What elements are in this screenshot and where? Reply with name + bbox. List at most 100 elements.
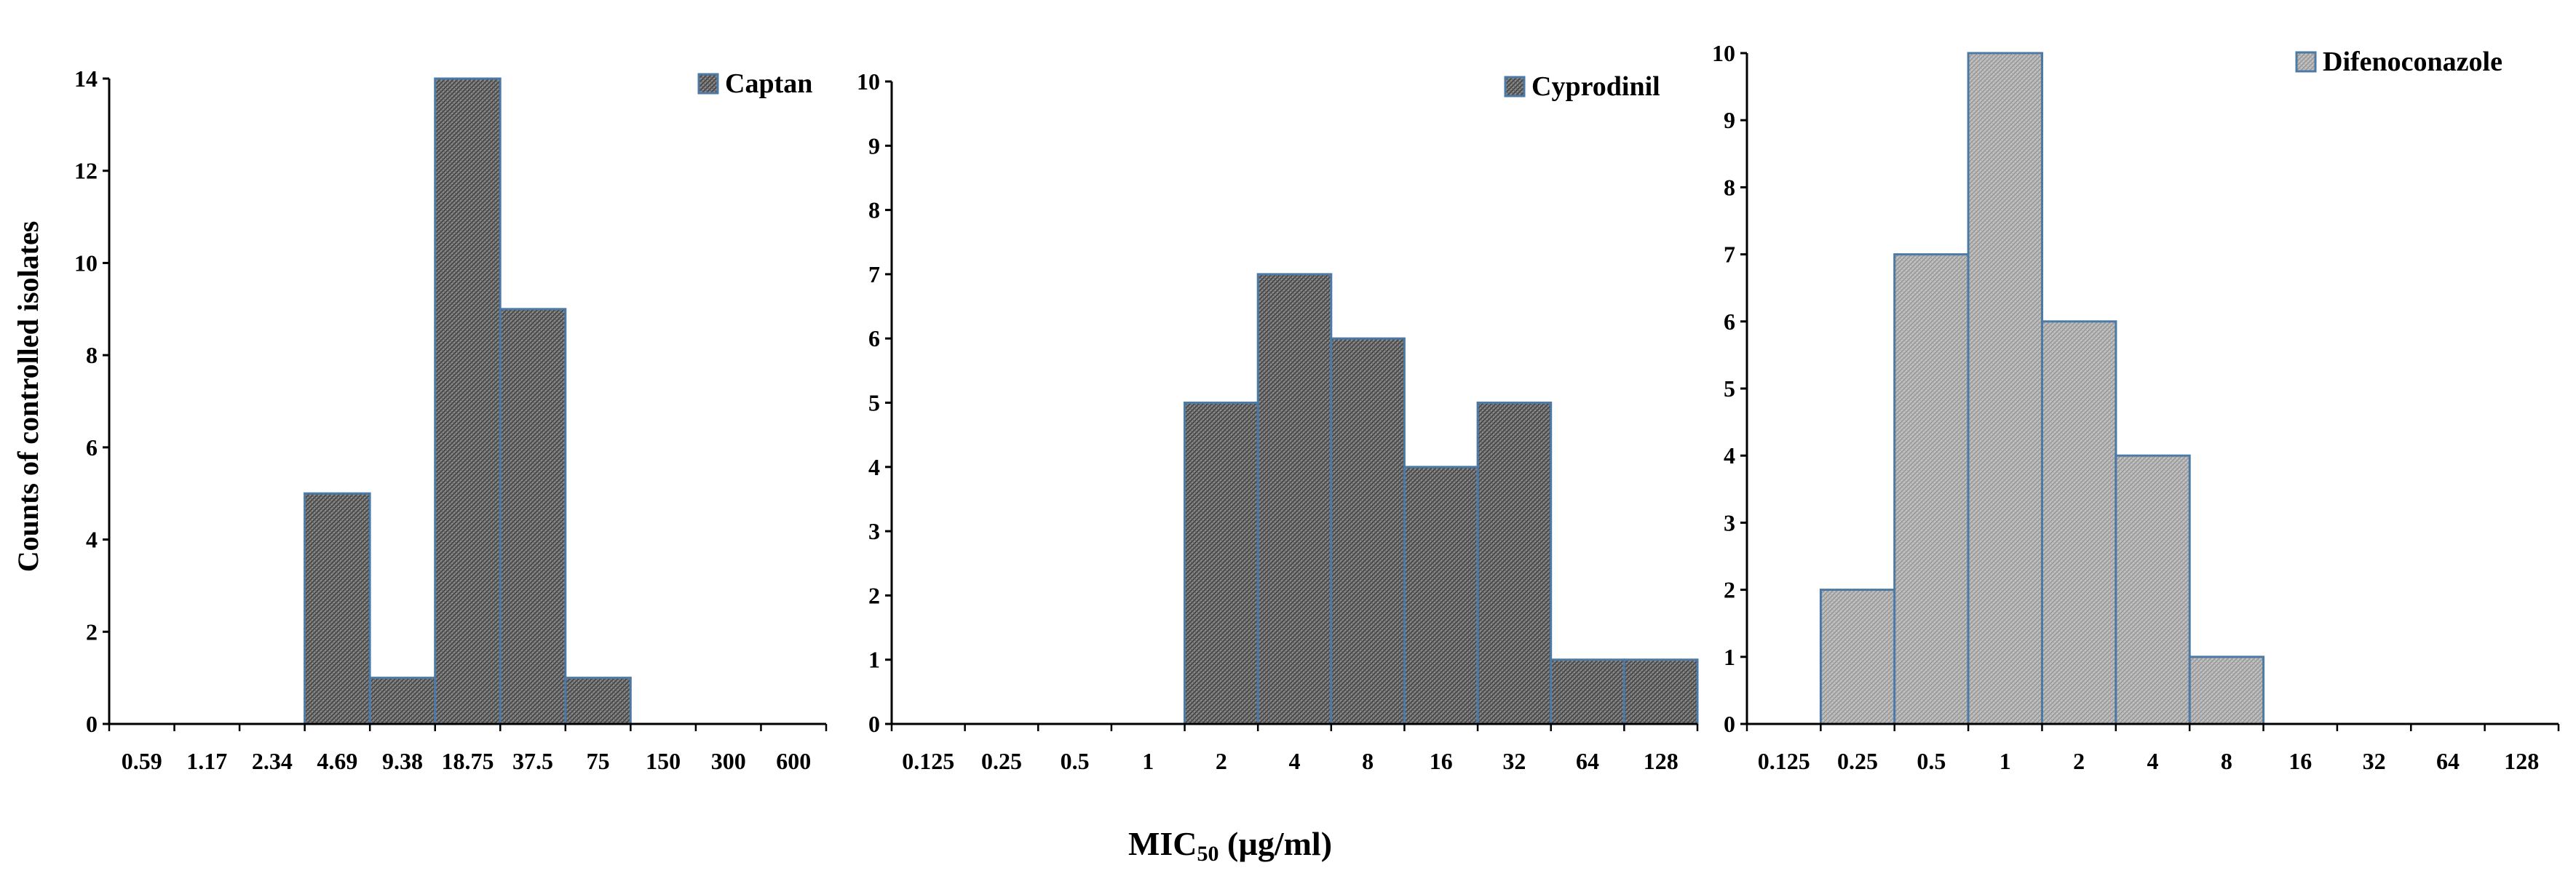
bar-18.75 (434, 77, 502, 725)
y-tick-label: 6 (1724, 308, 1735, 335)
x-tick-label: 64 (2436, 748, 2460, 774)
bar-0.25 (1819, 589, 1896, 725)
y-tick-label: 9 (1724, 107, 1735, 133)
legend-label: Difenoconazole (2323, 47, 2502, 77)
bar-0.5 (1893, 253, 1970, 725)
bar-32 (1476, 402, 1553, 725)
y-tick-label: 2 (868, 582, 880, 608)
y-tick-label: 8 (1724, 174, 1735, 200)
y-tick-label: 6 (868, 325, 880, 351)
x-tick-label: 4 (2147, 748, 2159, 774)
x-tick-label: 16 (2288, 748, 2312, 774)
x-tick-label: 75 (587, 748, 610, 774)
bar-16 (1403, 466, 1479, 725)
x-tick-label: 32 (1502, 748, 1526, 774)
legend: Captan (697, 68, 812, 99)
x-tick-label: 0.5 (1917, 748, 1946, 774)
y-tick-label: 3 (868, 518, 880, 544)
x-tick-label: 37.5 (512, 748, 553, 774)
x-tick-label: 0.25 (1837, 748, 1878, 774)
y-tick-label: 2 (1724, 577, 1735, 603)
bar-2 (1184, 402, 1259, 725)
y-axis-label: Counts of controlled isolates (12, 221, 44, 573)
panel-captan: 0 2 4 6 8 10 12 14 0.59 1.17 2.34 4.69 9.38 18.75 37.5… (74, 65, 828, 774)
y-tick-label: 0 (868, 711, 880, 737)
x-tick-label: 128 (2504, 748, 2539, 774)
legend-label: Cyprodinil (1531, 71, 1660, 102)
legend-swatch (2295, 51, 2317, 73)
bar-75 (564, 677, 632, 725)
y-tick-label: 10 (1712, 40, 1735, 66)
x-tick-label: 64 (1576, 748, 1599, 774)
x-tick-label: 4.69 (317, 748, 357, 774)
x-tick-label: 128 (1644, 748, 1679, 774)
legend-swatch (697, 73, 719, 95)
y-tick-label: 4 (86, 527, 98, 553)
x-tick-label: 1.17 (186, 748, 227, 774)
x-tick-label: 1 (1142, 748, 1154, 774)
x-tick-label: 32 (2363, 748, 2386, 774)
x-tick-label: 2 (2073, 748, 2085, 774)
legend: Difenoconazole (2295, 47, 2502, 77)
x-tick-label: 2.34 (252, 748, 293, 774)
bar-37.5 (499, 308, 567, 725)
y-tick-label: 12 (74, 158, 98, 184)
x-tick-label: 600 (776, 748, 811, 774)
y-tick-label: 5 (868, 390, 880, 416)
bar-4 (2115, 454, 2191, 725)
y-tick-label: 4 (1724, 442, 1735, 469)
y-tick-label: 7 (1724, 242, 1735, 268)
y-tick-label: 9 (868, 132, 880, 159)
bar-1 (1967, 52, 2044, 725)
y-tick-label: 7 (868, 261, 880, 287)
y-tick-label: 5 (1724, 375, 1735, 402)
legend: Cyprodinil (1504, 71, 1660, 102)
x-tick-label: 0.5 (1061, 748, 1090, 774)
x-tick-label: 8 (1362, 748, 1374, 774)
x-axis-label-unit: (µg/ml) (1219, 825, 1333, 862)
y-tick-label: 1 (868, 647, 880, 673)
x-tick-label: 150 (646, 748, 681, 774)
bar-9.38 (368, 677, 437, 725)
x-tick-label: 1 (2000, 748, 2011, 774)
x-tick-label: 9.38 (382, 748, 423, 774)
x-tick-label: 0.125 (902, 748, 954, 774)
x-tick-label: 8 (2221, 748, 2232, 774)
x-tick-label: 18.75 (442, 748, 494, 774)
panel-difenoconazole: 0 1 2 3 4 5 6 7 8 9 10 0.125 0.25 0.5 1 2 4 8 16 32 64 128 Dif… (1712, 40, 2560, 774)
x-tick-label: 16 (1430, 748, 1453, 774)
x-tick-label: 0.59 (122, 748, 162, 774)
y-tick-label: 10 (857, 68, 880, 95)
x-axis-label-main: MIC (1128, 825, 1197, 862)
y-tick-label: 0 (1724, 711, 1735, 737)
bar-64 (1550, 658, 1625, 725)
panel-cyprodinil: 0 1 2 3 4 5 6 7 8 9 10 0.125 0.25 0.5 1 2 4 8 16 32 64 128 Cyp… (857, 68, 1699, 774)
x-axis-label: MIC50 (µg/ml) (1128, 825, 1332, 866)
legend-label: Captan (725, 68, 812, 99)
bar-4 (1256, 273, 1333, 725)
y-tick-label: 4 (868, 454, 880, 480)
y-tick-label: 2 (86, 618, 98, 645)
y-tick-label: 10 (74, 250, 98, 276)
bar-128 (1622, 658, 1699, 725)
y-tick-label: 3 (1724, 509, 1735, 535)
bar-8 (1330, 337, 1406, 725)
y-tick-label: 6 (86, 434, 98, 461)
legend-swatch (1504, 76, 1526, 97)
x-tick-label: 300 (711, 748, 746, 774)
x-tick-label: 0.125 (1758, 748, 1810, 774)
x-tick-label: 0.25 (981, 748, 1022, 774)
x-tick-label: 4 (1289, 748, 1301, 774)
x-tick-label: 2 (1216, 748, 1227, 774)
bar-8 (2188, 656, 2265, 725)
bar-2 (2041, 320, 2117, 725)
x-axis-label-subscript: 50 (1197, 842, 1219, 866)
y-tick-label: 0 (86, 711, 98, 737)
y-tick-label: 14 (74, 65, 98, 92)
y-tick-label: 8 (86, 342, 98, 368)
y-tick-label: 8 (868, 197, 880, 223)
bar-4.69 (304, 492, 371, 725)
y-tick-label: 1 (1724, 644, 1735, 670)
